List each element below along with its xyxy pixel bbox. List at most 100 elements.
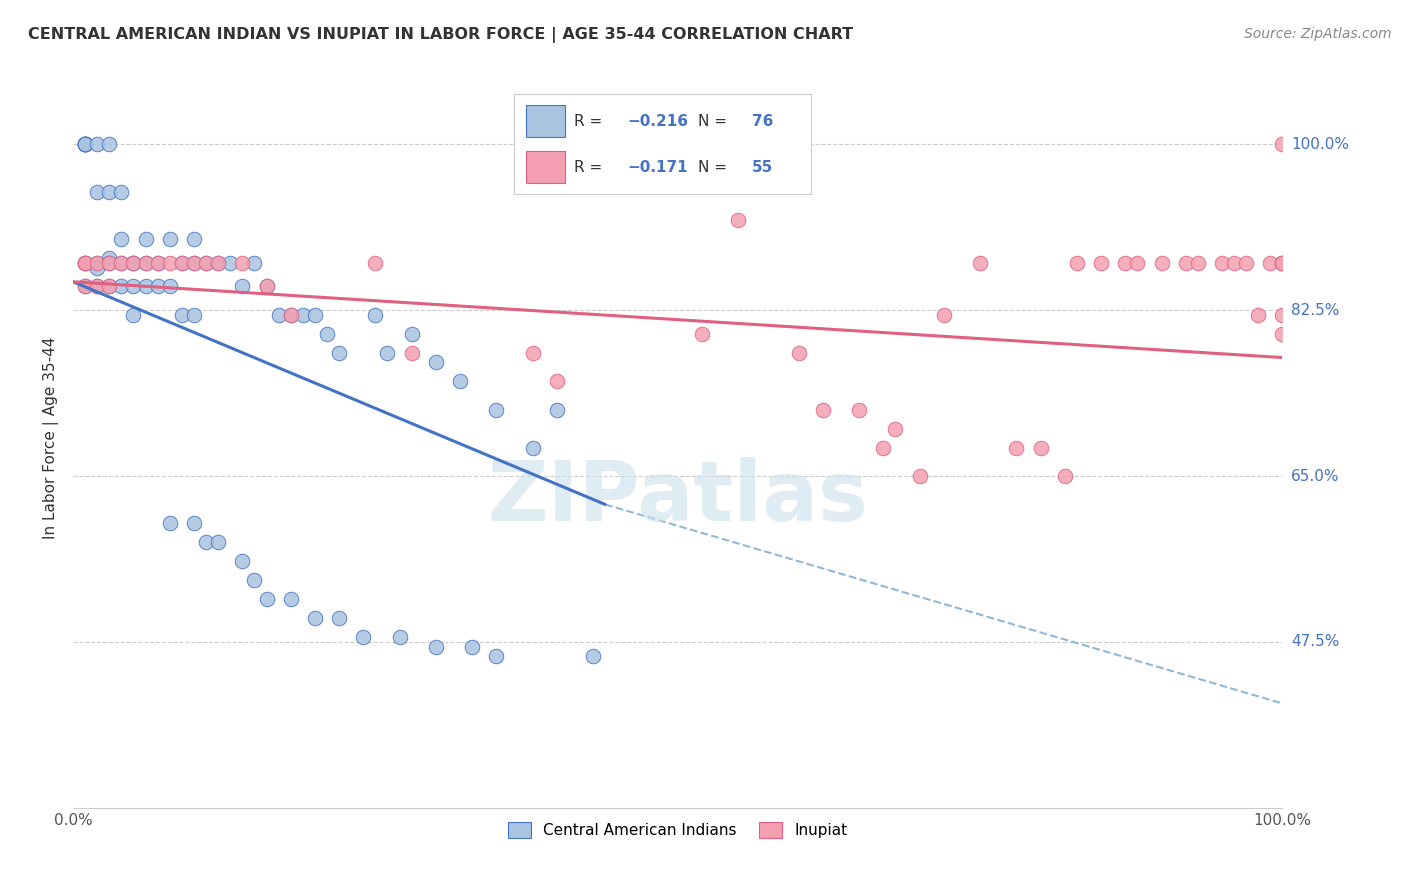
Point (280, 308, 302, 322)
Point (787, 346, 810, 360)
Point (195, 535, 218, 549)
Point (75, 137, 97, 152)
Point (364, 308, 387, 322)
Point (195, 256, 218, 270)
Point (135, 279, 157, 293)
Point (884, 422, 907, 436)
Point (110, 279, 132, 293)
Point (207, 535, 229, 549)
Point (1211, 256, 1233, 270)
Point (1271, 256, 1294, 270)
Point (304, 611, 326, 625)
Point (86, 137, 108, 152)
Point (183, 256, 205, 270)
Point (75, 137, 97, 152)
Point (207, 256, 229, 270)
Point (256, 279, 278, 293)
Point (461, 640, 484, 654)
Point (401, 326, 423, 341)
Point (291, 308, 314, 322)
Point (1114, 256, 1136, 270)
Point (75, 137, 97, 152)
Point (582, 649, 605, 664)
Point (1223, 256, 1246, 270)
Point (110, 232, 132, 246)
Point (122, 279, 145, 293)
Point (848, 402, 870, 417)
Point (388, 630, 411, 644)
Point (170, 256, 193, 270)
Point (183, 308, 205, 322)
Point (328, 346, 350, 360)
Point (207, 256, 229, 270)
Point (1234, 256, 1257, 270)
Point (195, 256, 218, 270)
Point (110, 256, 132, 270)
Text: 65.0%: 65.0% (1291, 468, 1340, 483)
Y-axis label: In Labor Force | Age 35-44: In Labor Force | Age 35-44 (44, 337, 59, 540)
Point (170, 308, 193, 322)
Point (159, 232, 181, 246)
Point (86, 279, 108, 293)
Point (98, 251, 121, 265)
Point (86, 260, 108, 275)
Point (908, 469, 931, 483)
Point (267, 308, 290, 322)
Point (75, 279, 97, 293)
Point (425, 640, 447, 654)
Point (110, 256, 132, 270)
Point (135, 232, 157, 246)
Point (304, 308, 326, 322)
Point (98, 137, 121, 152)
Text: ZIPatlas: ZIPatlas (488, 457, 869, 538)
Point (522, 346, 544, 360)
Point (1029, 441, 1052, 455)
Point (183, 232, 205, 246)
Point (727, 213, 749, 227)
Point (219, 256, 242, 270)
Point (110, 185, 132, 199)
Point (159, 279, 181, 293)
Point (243, 256, 266, 270)
Point (690, 326, 713, 341)
Point (1187, 256, 1209, 270)
Point (75, 256, 97, 270)
Point (280, 308, 302, 322)
Point (1090, 256, 1112, 270)
Point (75, 279, 97, 293)
Point (98, 185, 121, 199)
Point (485, 649, 508, 664)
Point (401, 346, 423, 360)
Point (425, 355, 447, 369)
Point (146, 256, 169, 270)
Point (1260, 256, 1282, 270)
Point (75, 256, 97, 270)
Point (231, 554, 253, 568)
Point (485, 402, 508, 417)
Point (546, 374, 568, 388)
Legend: Central American Indians, Inupiat: Central American Indians, Inupiat (502, 816, 853, 845)
Point (328, 611, 350, 625)
Point (1174, 256, 1197, 270)
Point (146, 256, 169, 270)
Point (183, 516, 205, 531)
Text: CENTRAL AMERICAN INDIAN VS INUPIAT IN LABOR FORCE | AGE 35-44 CORRELATION CHART: CENTRAL AMERICAN INDIAN VS INUPIAT IN LA… (28, 27, 853, 43)
Point (1271, 326, 1294, 341)
Text: 100.0%: 100.0% (1291, 136, 1348, 152)
Point (98, 256, 121, 270)
Point (183, 256, 205, 270)
Point (256, 279, 278, 293)
Point (969, 256, 991, 270)
Point (1005, 441, 1028, 455)
Point (280, 592, 302, 607)
Point (1126, 256, 1149, 270)
Point (159, 256, 181, 270)
Point (170, 256, 193, 270)
Point (75, 137, 97, 152)
Point (86, 256, 108, 270)
Point (1053, 469, 1076, 483)
Point (1271, 137, 1294, 152)
Point (364, 256, 387, 270)
Point (122, 256, 145, 270)
Point (122, 256, 145, 270)
